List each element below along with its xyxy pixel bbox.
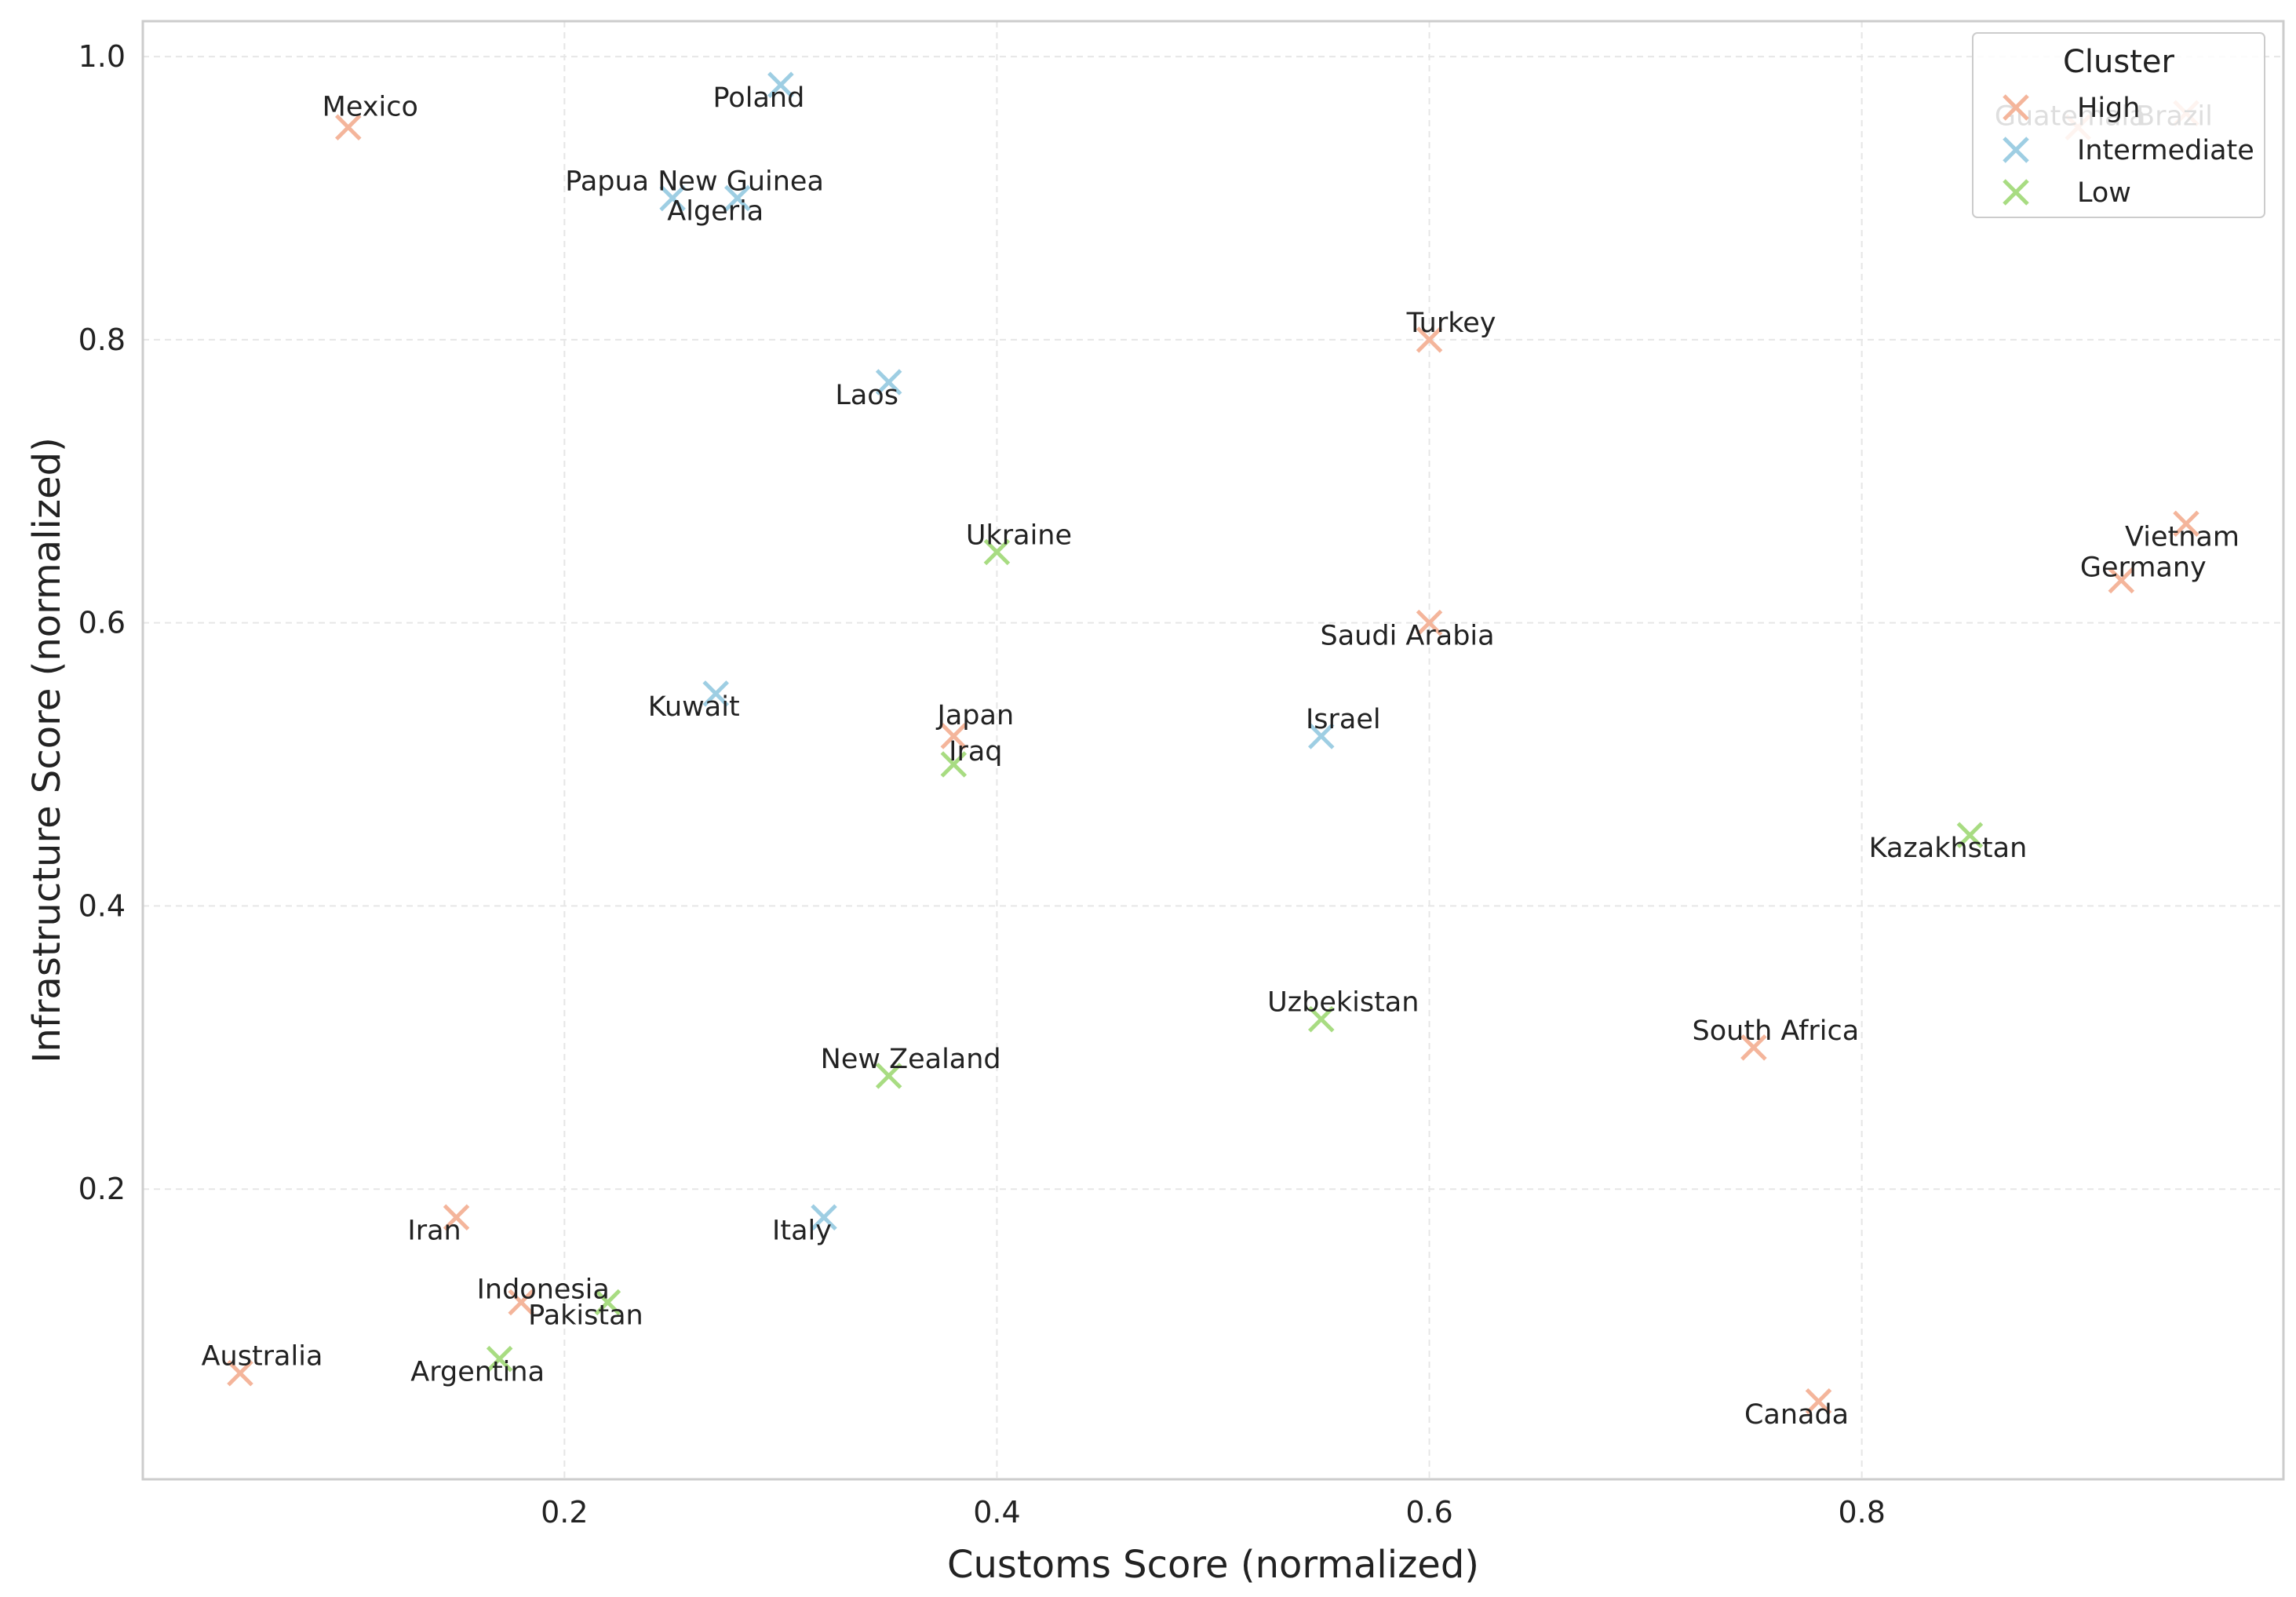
y-tick-label: 0.8 <box>78 323 126 357</box>
x-axis-label: Customs Score (normalized) <box>947 1543 1479 1587</box>
plot-frame <box>141 20 2285 1481</box>
point-label-iraq: Iraq <box>949 736 1002 768</box>
legend-label-low: Low <box>2077 177 2131 209</box>
x-tick-label: 0.6 <box>1405 1495 1452 1530</box>
point-label-mexico: Mexico <box>323 91 418 122</box>
legend-marker-low <box>2003 179 2029 206</box>
point-label-poland: Poland <box>712 82 804 114</box>
point-label-indonesia: Indonesia <box>477 1274 610 1306</box>
marker-vietnam <box>2173 510 2199 538</box>
marker-ukraine <box>983 538 1011 566</box>
legend: Cluster High Intermediate Low <box>1972 32 2265 218</box>
legend-entries: High Intermediate Low <box>2003 93 2254 209</box>
point-label-canada: Canada <box>1744 1399 1849 1431</box>
point-label-germany: Germany <box>2080 552 2207 584</box>
marker-papua-new-guinea <box>659 184 686 212</box>
y-tick-label: 1.0 <box>78 39 126 74</box>
marker-uzbekistan <box>1308 1005 1335 1033</box>
point-label-israel: Israel <box>1306 704 1381 735</box>
marker-italy <box>811 1204 837 1231</box>
point-label-argentina: Argentina <box>410 1357 545 1388</box>
point-label-pakistan: Pakistan <box>528 1300 643 1332</box>
marker-israel <box>1308 723 1335 749</box>
legend-label-high: High <box>2077 93 2140 124</box>
point-label-japan: Japan <box>936 700 1015 731</box>
grid <box>143 21 2283 1479</box>
legend-box <box>1972 32 2265 218</box>
point-label-kazakhstan: Kazakhstan <box>1869 833 2028 864</box>
marker-argentina <box>486 1345 513 1373</box>
marker-indonesia <box>508 1289 534 1316</box>
marker-kuwait <box>702 680 729 707</box>
point-label-kuwait: Kuwait <box>648 691 740 723</box>
y-tick-label: 0.4 <box>78 888 126 923</box>
x-tick-label: 0.8 <box>1838 1495 1885 1530</box>
point-label-uzbekistan: Uzbekistan <box>1267 987 1419 1019</box>
marker-canada <box>1805 1388 1832 1415</box>
marker-saudi-arabia <box>1416 609 1443 636</box>
marker-algeria <box>724 184 751 212</box>
y-tick-label: 0.2 <box>78 1172 126 1206</box>
point-label-new-zealand: New Zealand <box>821 1044 1001 1075</box>
point-label-turkey: Turkey <box>1406 308 1496 339</box>
legend-marker-high <box>2003 94 2029 121</box>
point-label-vietnam: Vietnam <box>2125 521 2240 552</box>
marker-iran <box>443 1204 470 1231</box>
legend-title: Cluster <box>2063 44 2175 80</box>
marker-poland <box>767 71 794 98</box>
point-label-australia: Australia <box>202 1341 323 1373</box>
y-axis-label: Infrastructure Score (normalized) <box>25 437 69 1063</box>
legend-marker-intermediate <box>2003 137 2029 163</box>
x-tick-label: 0.4 <box>973 1495 1020 1530</box>
legend-label-intermediate: Intermediate <box>2077 135 2254 166</box>
x-tick-label: 0.2 <box>541 1495 588 1530</box>
axis-ticks: 0.2 0.4 0.6 0.8 0.2 0.4 0.6 0.8 1.0 <box>78 39 1886 1530</box>
point-label-iran: Iran <box>407 1215 461 1246</box>
point-label-algeria: Algeria <box>667 195 764 227</box>
point-label-ukraine: Ukraine <box>966 520 1072 551</box>
point-label-laos: Laos <box>835 380 898 411</box>
marker-new-zealand <box>875 1063 902 1089</box>
point-label-papua-new-guinea: Papua New Guinea <box>565 166 824 197</box>
marker-germany <box>2108 567 2135 594</box>
point-label-italy: Italy <box>772 1215 832 1246</box>
marker-japan <box>940 723 968 749</box>
marker-mexico <box>335 114 362 141</box>
marker-turkey <box>1416 326 1443 353</box>
point-label-saudi-arabia: Saudi Arabia <box>1321 621 1495 652</box>
marker-south-africa <box>1740 1034 1767 1061</box>
marker-iraq <box>940 751 968 778</box>
y-tick-label: 0.6 <box>78 606 126 640</box>
marker-australia <box>227 1359 253 1387</box>
point-label-south-africa: South Africa <box>1693 1015 1860 1047</box>
marker-kazakhstan <box>1956 822 1984 849</box>
marker-laos <box>875 369 902 396</box>
marker-pakistan <box>594 1289 621 1316</box>
